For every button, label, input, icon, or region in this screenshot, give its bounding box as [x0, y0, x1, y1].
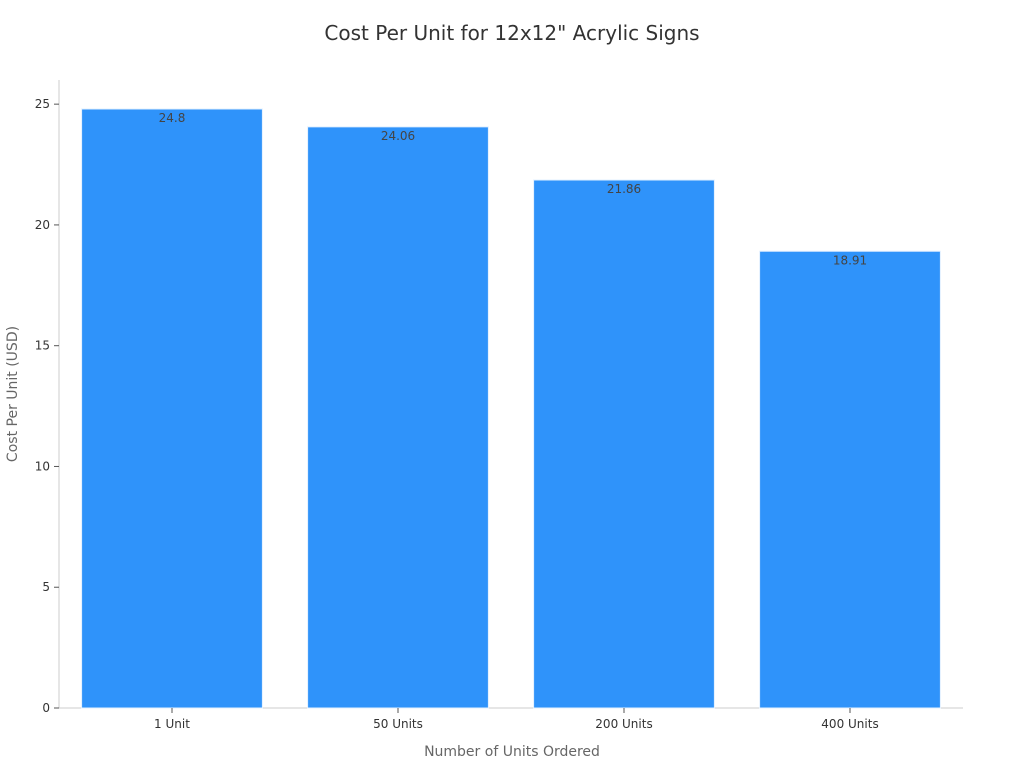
y-tick-label: 0: [42, 701, 50, 715]
y-axis-label: Cost Per Unit (USD): [5, 326, 21, 462]
y-tick-label: 25: [35, 97, 50, 111]
x-tick-label: 400 Units: [821, 717, 878, 731]
bar: [81, 108, 263, 709]
bar-data-label: 18.91: [833, 253, 867, 267]
y-axis-ticks: 0 5 10 15 20 25: [35, 97, 59, 715]
chart-title: Cost Per Unit for 12x12" Acrylic Signs: [324, 21, 699, 45]
bar-series: 24.8 24.06 21.86 18.91: [81, 108, 941, 709]
bar: [533, 179, 715, 709]
x-tick-label: 1 Unit: [154, 717, 190, 731]
y-tick-label: 20: [35, 218, 50, 232]
x-axis-label: Number of Units Ordered: [424, 744, 600, 760]
x-axis-ticks: 1 Unit 50 Units 200 Units 400 Units: [154, 708, 879, 731]
y-tick-label: 10: [35, 459, 50, 473]
bar: [307, 126, 489, 709]
bar-data-label: 21.86: [607, 182, 641, 196]
x-tick-label: 50 Units: [373, 717, 423, 731]
y-tick-label: 5: [42, 580, 50, 594]
y-tick-label: 15: [35, 339, 50, 353]
bar: [759, 250, 941, 709]
x-tick-label: 200 Units: [595, 717, 652, 731]
bar-data-label: 24.8: [159, 111, 186, 125]
bar-data-label: 24.06: [381, 129, 415, 143]
